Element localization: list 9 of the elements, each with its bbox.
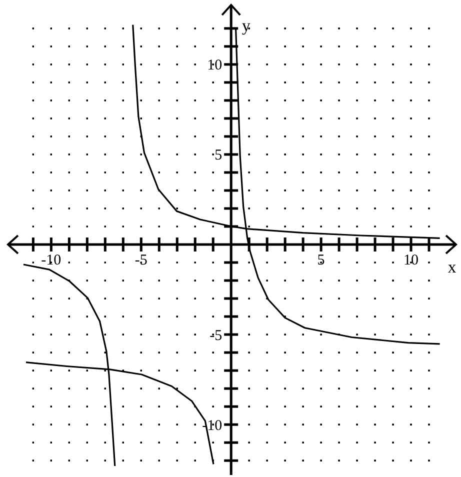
x-tick-label: 5 xyxy=(317,252,325,268)
x-tick-label: -5 xyxy=(134,252,148,268)
y-tick-label: 5 xyxy=(214,148,222,164)
x-tick-label: -10 xyxy=(41,252,62,268)
y-tick-label: -5 xyxy=(210,328,222,344)
y-tick-label: 10 xyxy=(207,58,222,74)
x-axis-title: x xyxy=(448,258,457,276)
y-axis-title: y xyxy=(242,16,251,35)
x-tick-label: 10 xyxy=(404,252,419,268)
